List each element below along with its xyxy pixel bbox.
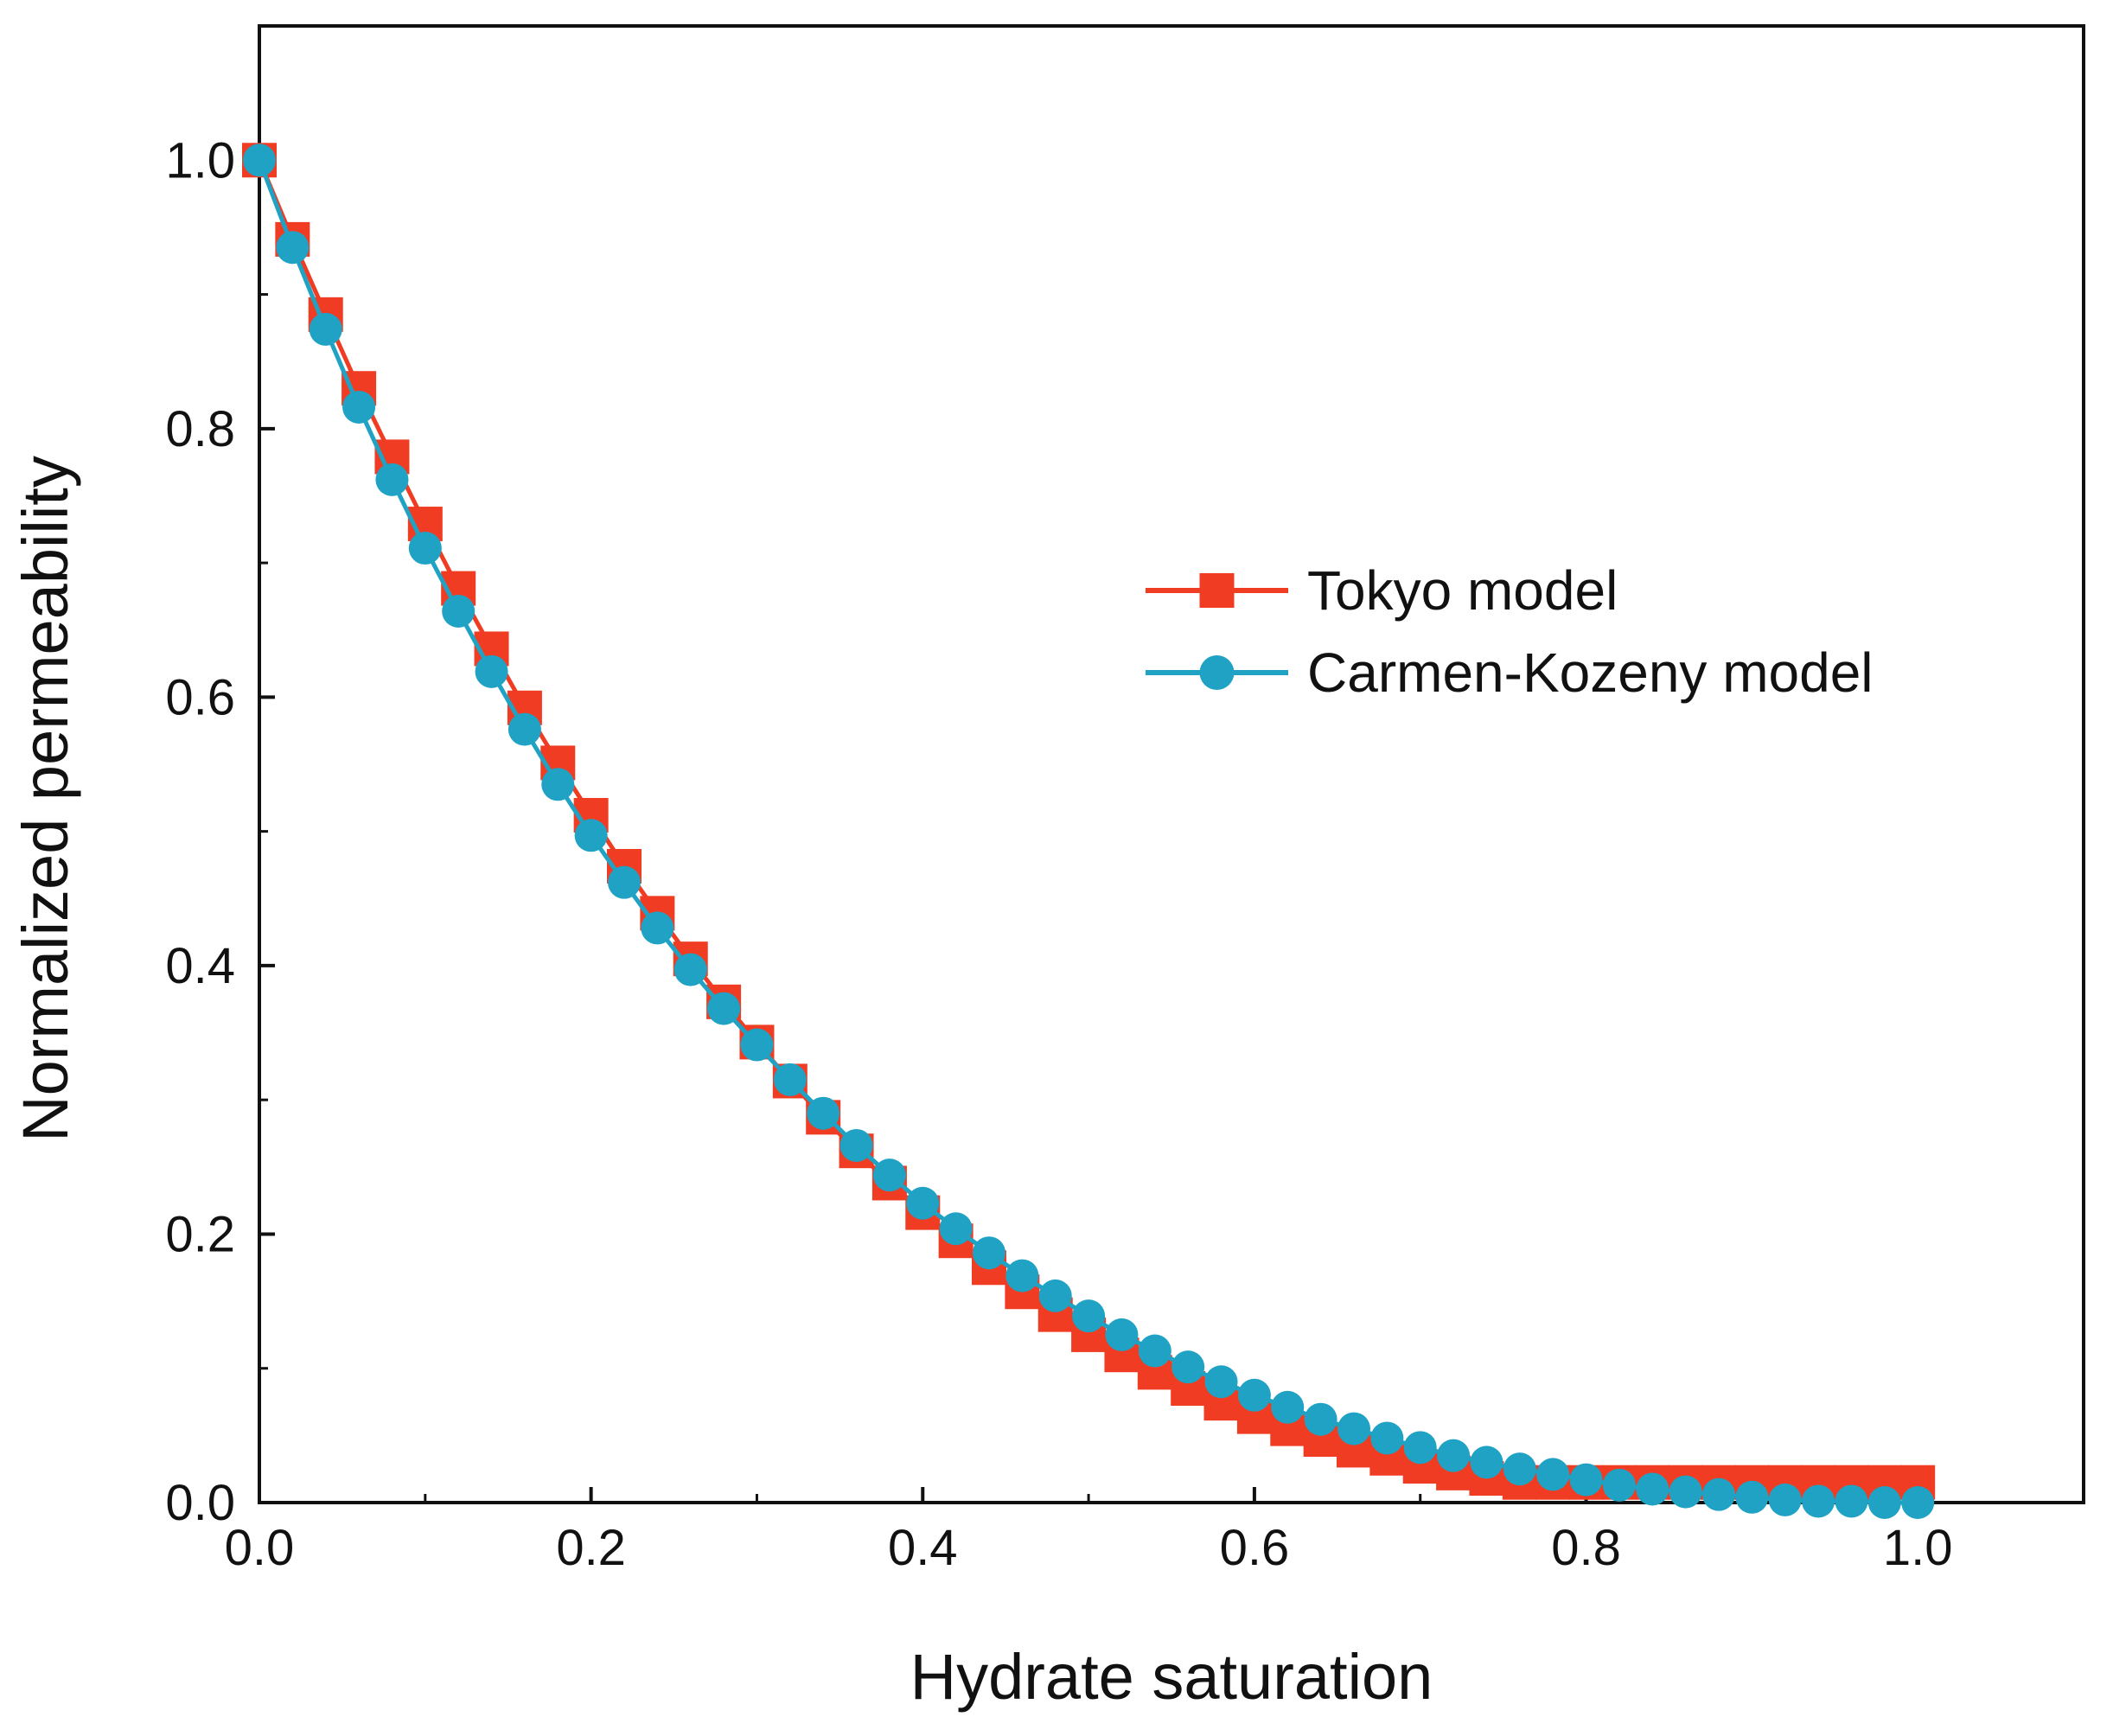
legend-item-tokyo [1146, 573, 1288, 608]
data-point-circle [1271, 1390, 1305, 1424]
x-tick-label: 0.4 [888, 1520, 958, 1576]
data-point-circle [309, 312, 342, 346]
y-tick-label: 1.0 [165, 132, 235, 188]
y-axis-title: Normalized permeability [10, 456, 81, 1142]
legend-item-carmen-kozeny [1146, 655, 1288, 690]
data-point-circle [1370, 1421, 1404, 1455]
data-point-circle [1802, 1484, 1835, 1518]
series-layer [242, 143, 1936, 1519]
plot-frame [258, 24, 2085, 1504]
data-point-circle [773, 1063, 807, 1096]
axis-ticks: 0.0 0.2 0.4 0.6 0.8 1.0 0.0 0.2 0.4 0.6 0.8 1.0 [165, 132, 1952, 1576]
data-point-circle [1171, 1350, 1205, 1384]
x-tick-label: 0.2 [556, 1520, 626, 1576]
data-point-circle [1503, 1452, 1536, 1486]
data-point-circle [1337, 1412, 1370, 1446]
legend-marker-circle [1199, 655, 1235, 690]
x-tick-label: 0.6 [1220, 1520, 1290, 1576]
data-point-circle [707, 992, 741, 1025]
data-point-circle [243, 144, 276, 177]
data-point-circle [1835, 1484, 1868, 1518]
series-tokyo [242, 143, 1936, 1500]
data-point-circle [641, 911, 674, 945]
y-tick-label: 0.6 [165, 669, 235, 725]
data-point-circle [939, 1212, 973, 1246]
data-point-circle [475, 654, 508, 688]
data-point-circle [872, 1158, 906, 1192]
data-point-circle [1304, 1402, 1337, 1436]
legend-label-tokyo: Tokyo model [1307, 559, 1618, 622]
data-point-circle [740, 1028, 774, 1062]
data-point-circle [1569, 1463, 1603, 1497]
data-point-circle [1470, 1446, 1503, 1479]
y-tick-label: 0.4 [165, 938, 235, 994]
data-point-circle [1403, 1431, 1437, 1465]
data-point-circle [1636, 1472, 1669, 1506]
data-point-circle [906, 1186, 940, 1220]
data-point-circle [1437, 1439, 1471, 1472]
data-point-circle [1867, 1486, 1901, 1519]
data-point-circle [1669, 1475, 1702, 1509]
data-point-circle [1735, 1480, 1769, 1514]
data-point-circle [608, 865, 641, 899]
legend: Tokyo model Carmen-Kozeny model [1146, 559, 1874, 704]
data-point-circle [375, 463, 409, 496]
data-point-circle [1536, 1458, 1570, 1491]
series-carmen-kozeny [243, 144, 1935, 1519]
data-point-circle [342, 390, 376, 424]
data-point-circle [408, 532, 442, 565]
data-point-circle [1038, 1279, 1072, 1312]
plot-border [258, 24, 2085, 1504]
data-point-circle [839, 1128, 873, 1162]
data-point-circle [1072, 1299, 1106, 1333]
data-point-circle [276, 231, 310, 265]
data-point-circle [541, 768, 575, 801]
data-point-circle [1204, 1365, 1238, 1399]
data-point-circle [1702, 1478, 1735, 1511]
data-point-circle [1901, 1486, 1935, 1519]
data-point-circle [1768, 1483, 1802, 1516]
legend-marker-square [1199, 573, 1235, 608]
x-tick-label: 1.0 [1883, 1520, 1953, 1576]
data-point-circle [973, 1236, 1005, 1270]
data-point-circle [508, 712, 541, 746]
data-point-circle [1602, 1468, 1636, 1502]
y-tick-label: 0.2 [165, 1206, 235, 1262]
x-tick-label: 0.8 [1551, 1520, 1621, 1576]
data-point-circle [1005, 1259, 1039, 1292]
y-tick-label: 0.0 [165, 1475, 235, 1531]
data-point-circle [574, 819, 608, 852]
x-axis-title: Hydrate saturation [910, 1641, 1433, 1713]
data-point-circle [673, 953, 707, 986]
data-point-circle [807, 1096, 840, 1130]
series-line [257, 159, 1918, 1485]
data-point-circle [1105, 1318, 1139, 1351]
x-tick-label: 0.0 [225, 1520, 295, 1576]
data-point-circle [1237, 1378, 1271, 1412]
data-point-circle [1138, 1334, 1171, 1368]
legend-label-carmen-kozeny: Carmen-Kozeny model [1307, 641, 1874, 704]
y-tick-label: 0.8 [165, 401, 235, 457]
data-point-circle [442, 594, 476, 628]
